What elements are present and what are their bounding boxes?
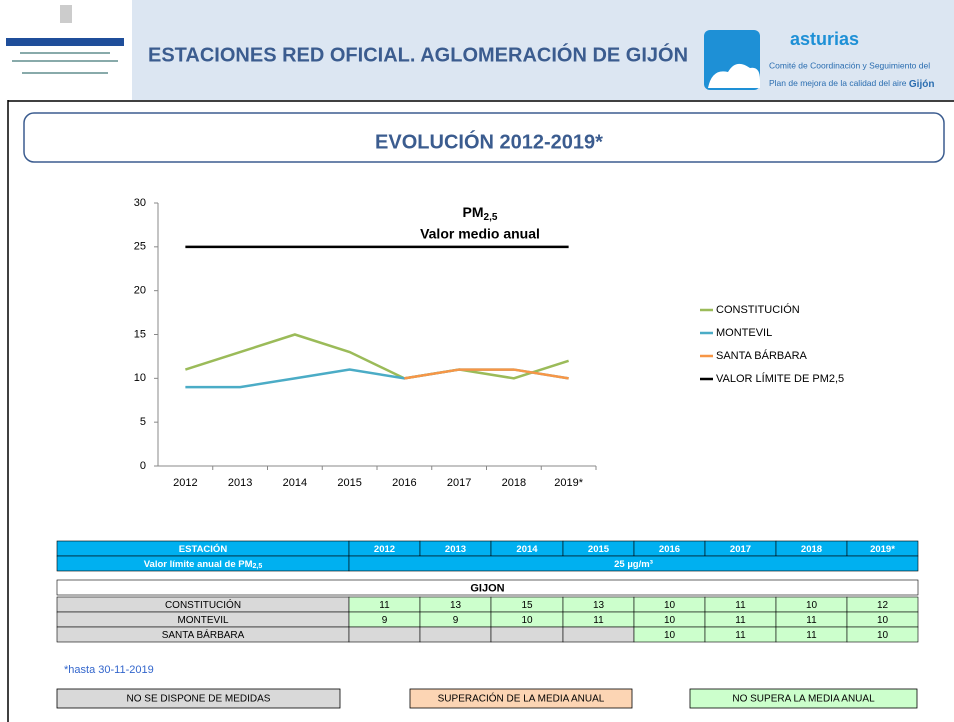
logo-city: Gijón (909, 79, 935, 90)
value: 15 (521, 600, 533, 611)
logo-name: asturias (790, 29, 859, 49)
x-tick-label: 2013 (228, 477, 252, 489)
value: 10 (664, 600, 676, 611)
value: 12 (877, 600, 889, 611)
section-title: EVOLUCIÓN 2012-2019* (375, 129, 603, 153)
value: 10 (664, 630, 676, 641)
value: 10 (664, 615, 676, 626)
value: 11 (735, 600, 746, 611)
crest (60, 5, 72, 23)
chart-subtitle: Valor medio anual (420, 226, 540, 242)
key-label: NO SE DISPONE DE MEDIDAS (127, 694, 271, 705)
value-cell (348, 626, 421, 643)
value: 13 (450, 600, 462, 611)
crest-text (20, 52, 110, 54)
value: 11 (806, 615, 817, 626)
y-tick-label: 25 (134, 241, 146, 253)
table-header: 2013 (445, 544, 466, 555)
legend-label: CONSTITUCIÓN (716, 303, 800, 316)
table-header: 2019* (870, 544, 895, 555)
limit-label-sub: 2,5 (253, 563, 263, 570)
station: SANTA BÁRBARA (162, 628, 245, 641)
x-tick-label: 2015 (337, 477, 361, 489)
x-tick-label: 2018 (502, 477, 526, 489)
crest-bar (6, 38, 124, 46)
value: 9 (382, 615, 388, 626)
limit-label: Valor límite anual de PM2,5 (144, 559, 263, 570)
x-tick-label: 2016 (392, 477, 416, 489)
table: ESTACIÓN 2012 2013 2014 2015 2016 2017 2018 2019… (56, 540, 919, 643)
value: 10 (521, 615, 533, 626)
chart-title: PM (463, 204, 484, 220)
logo-cloud (708, 63, 760, 88)
value-cell (419, 626, 492, 643)
section-box (23, 112, 945, 163)
station: MONTEVIL (177, 615, 229, 626)
series-line (404, 368, 569, 380)
chart-title-sub: 2,5 (484, 212, 498, 223)
table-header: 2012 (374, 544, 395, 555)
legend-label: MONTEVIL (716, 327, 772, 339)
table-header: 2017 (730, 544, 751, 555)
header-title: ESTACIONES RED OFICIAL. AGLOMERACIÓN DE … (148, 42, 688, 66)
x-tick-label: 2019* (554, 477, 583, 489)
y-tick-label: 0 (140, 460, 146, 472)
value: 13 (593, 600, 605, 611)
limit-label: Valor límite anual de PM (144, 559, 253, 570)
value: 11 (735, 615, 746, 626)
y-tick-label: 5 (140, 416, 146, 428)
value: 11 (735, 630, 746, 641)
key-label: NO SUPERA LA MEDIA ANUAL (732, 694, 875, 705)
key-box (56, 688, 341, 709)
crest-text (12, 60, 118, 62)
x-tick-label: 2014 (283, 477, 307, 489)
key-box (689, 688, 918, 709)
limit-value-cell (348, 555, 919, 572)
value: 10 (877, 615, 889, 626)
value-cell (562, 626, 635, 643)
group: GIJON (470, 582, 504, 594)
y-tick-label: 20 (134, 285, 146, 297)
x-tick-label: 2017 (447, 477, 471, 489)
logo-line: Plan de mejora de la calidad del aire (769, 78, 907, 88)
table-header: 2016 (659, 544, 680, 555)
y-tick-label: 15 (134, 328, 146, 340)
table-header: 2014 (516, 544, 538, 555)
header-band (0, 0, 954, 100)
table-header: 2015 (588, 544, 610, 555)
series-line (184, 333, 570, 380)
value: 11 (379, 600, 390, 611)
value: 10 (877, 630, 889, 641)
value: 9 (453, 615, 459, 626)
logo-line: Comité de Coordinación y Seguimiento del (769, 60, 930, 70)
value: 11 (806, 630, 817, 641)
table-header: ESTACIÓN (179, 543, 228, 555)
value-cell (846, 626, 919, 643)
table-header: 2018 (801, 544, 822, 555)
value: 11 (593, 615, 604, 626)
y-tick-label: 30 (134, 197, 146, 209)
y-tick-label: 10 (134, 372, 146, 384)
crest-text (22, 72, 108, 74)
key-label: SUPERACIÓN DE LA MEDIA ANUAL (438, 692, 605, 705)
key-box (409, 688, 633, 709)
x-tick-label: 2012 (173, 477, 197, 489)
legend-label: VALOR LÍMITE DE PM2,5 (716, 372, 844, 385)
legend-label: SANTA BÁRBARA (716, 349, 808, 362)
value-cell (490, 626, 564, 643)
station: CONSTITUCIÓN (165, 598, 241, 611)
group-cell (56, 579, 919, 596)
limit-value: 25 µg/m³ (614, 559, 653, 570)
logo-line: Plan de mejora de la calidad del aire Gi… (769, 78, 934, 89)
footnote: *hasta 30-11-2019 (64, 664, 154, 676)
chart-title: PM2,5 (463, 204, 498, 223)
value: 10 (806, 600, 818, 611)
